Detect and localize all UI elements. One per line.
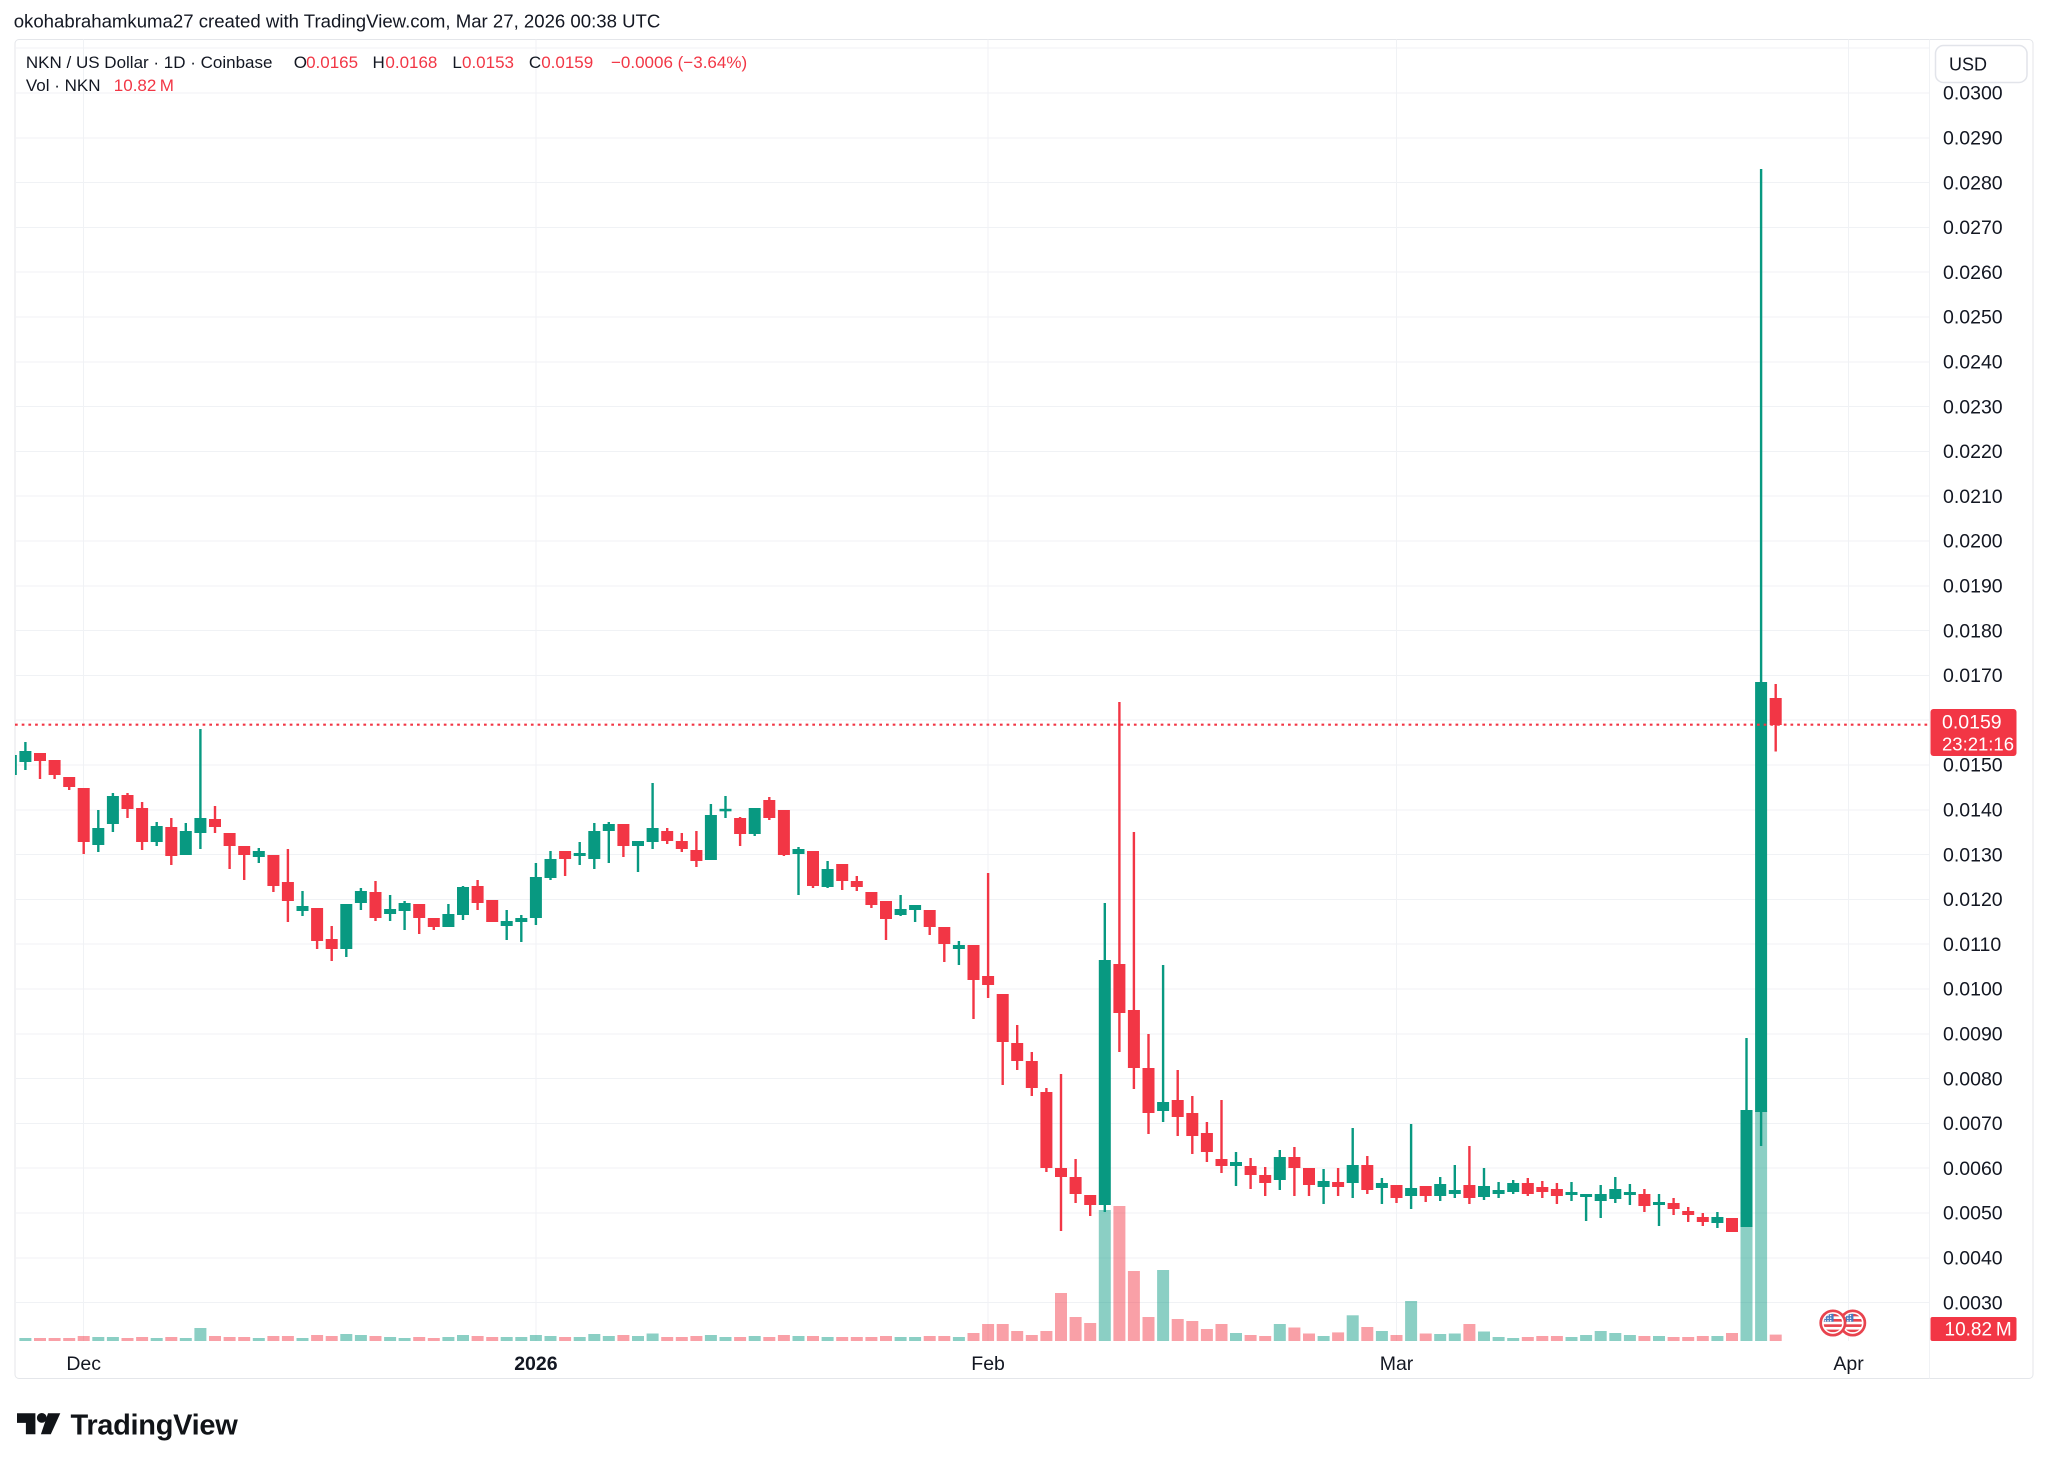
svg-text:L: L bbox=[452, 53, 461, 72]
svg-text:0.0060: 0.0060 bbox=[1943, 1158, 2003, 1180]
svg-text:0.0159: 0.0159 bbox=[1942, 712, 2002, 734]
svg-text:0.0250: 0.0250 bbox=[1943, 307, 2003, 329]
svg-text:0.0165: 0.0165 bbox=[306, 53, 358, 72]
svg-text:okohabrahamkuma27 created with: okohabrahamkuma27 created with TradingVi… bbox=[14, 11, 661, 32]
svg-text:0.0300: 0.0300 bbox=[1943, 83, 2003, 105]
svg-text:0.0130: 0.0130 bbox=[1943, 844, 2003, 866]
svg-text:0.0150: 0.0150 bbox=[1943, 755, 2003, 777]
svg-text:0.0120: 0.0120 bbox=[1943, 889, 2003, 911]
svg-text:0.0030: 0.0030 bbox=[1943, 1292, 2003, 1314]
svg-text:0.0180: 0.0180 bbox=[1943, 620, 2003, 642]
svg-text:0.0070: 0.0070 bbox=[1943, 1113, 2003, 1135]
svg-text:O: O bbox=[294, 53, 307, 72]
svg-text:0.0168: 0.0168 bbox=[385, 53, 437, 72]
svg-text:0.0090: 0.0090 bbox=[1943, 1024, 2003, 1046]
svg-text:0.0280: 0.0280 bbox=[1943, 172, 2003, 194]
svg-text:0.0170: 0.0170 bbox=[1943, 665, 2003, 687]
svg-text:0.0290: 0.0290 bbox=[1943, 128, 2003, 150]
svg-text:NKN / US Dollar · 1D · Coinbas: NKN / US Dollar · 1D · Coinbase bbox=[26, 53, 273, 72]
svg-text:0.0040: 0.0040 bbox=[1943, 1248, 2003, 1270]
svg-text:10.82 M: 10.82 M bbox=[114, 76, 174, 95]
svg-text:Dec: Dec bbox=[66, 1353, 101, 1375]
svg-text:−0.0006 (−3.64%): −0.0006 (−3.64%) bbox=[611, 53, 747, 72]
svg-text:0.0210: 0.0210 bbox=[1943, 486, 2003, 508]
svg-text:0.0140: 0.0140 bbox=[1943, 800, 2003, 822]
svg-text:0.0159: 0.0159 bbox=[541, 53, 593, 72]
svg-text:2026: 2026 bbox=[514, 1353, 558, 1375]
svg-text:0.0260: 0.0260 bbox=[1943, 262, 2003, 284]
svg-text:Mar: Mar bbox=[1380, 1353, 1414, 1375]
svg-text:0.0153: 0.0153 bbox=[462, 53, 514, 72]
svg-text:Vol · NKN: Vol · NKN bbox=[26, 76, 101, 95]
svg-text:0.0270: 0.0270 bbox=[1943, 217, 2003, 239]
svg-text:0.0100: 0.0100 bbox=[1943, 979, 2003, 1001]
svg-text:H: H bbox=[373, 53, 385, 72]
svg-text:USD: USD bbox=[1949, 54, 1987, 74]
svg-text:0.0200: 0.0200 bbox=[1943, 531, 2003, 553]
svg-text:0.0080: 0.0080 bbox=[1943, 1068, 2003, 1090]
svg-text:Apr: Apr bbox=[1833, 1353, 1864, 1375]
svg-text:0.0110: 0.0110 bbox=[1943, 934, 2001, 956]
svg-text:0.0230: 0.0230 bbox=[1943, 396, 2003, 418]
svg-text:0.0240: 0.0240 bbox=[1943, 352, 2003, 374]
svg-text:0.0220: 0.0220 bbox=[1943, 441, 2003, 463]
svg-text:Feb: Feb bbox=[971, 1353, 1005, 1375]
svg-text:23:21:16: 23:21:16 bbox=[1942, 734, 2014, 755]
svg-text:TradingView: TradingView bbox=[71, 1410, 239, 1442]
svg-text:0.0190: 0.0190 bbox=[1943, 576, 2003, 598]
svg-text:0.0050: 0.0050 bbox=[1943, 1203, 2003, 1225]
svg-text:10.82 M: 10.82 M bbox=[1945, 1320, 2012, 1341]
svg-text:C: C bbox=[529, 53, 541, 72]
